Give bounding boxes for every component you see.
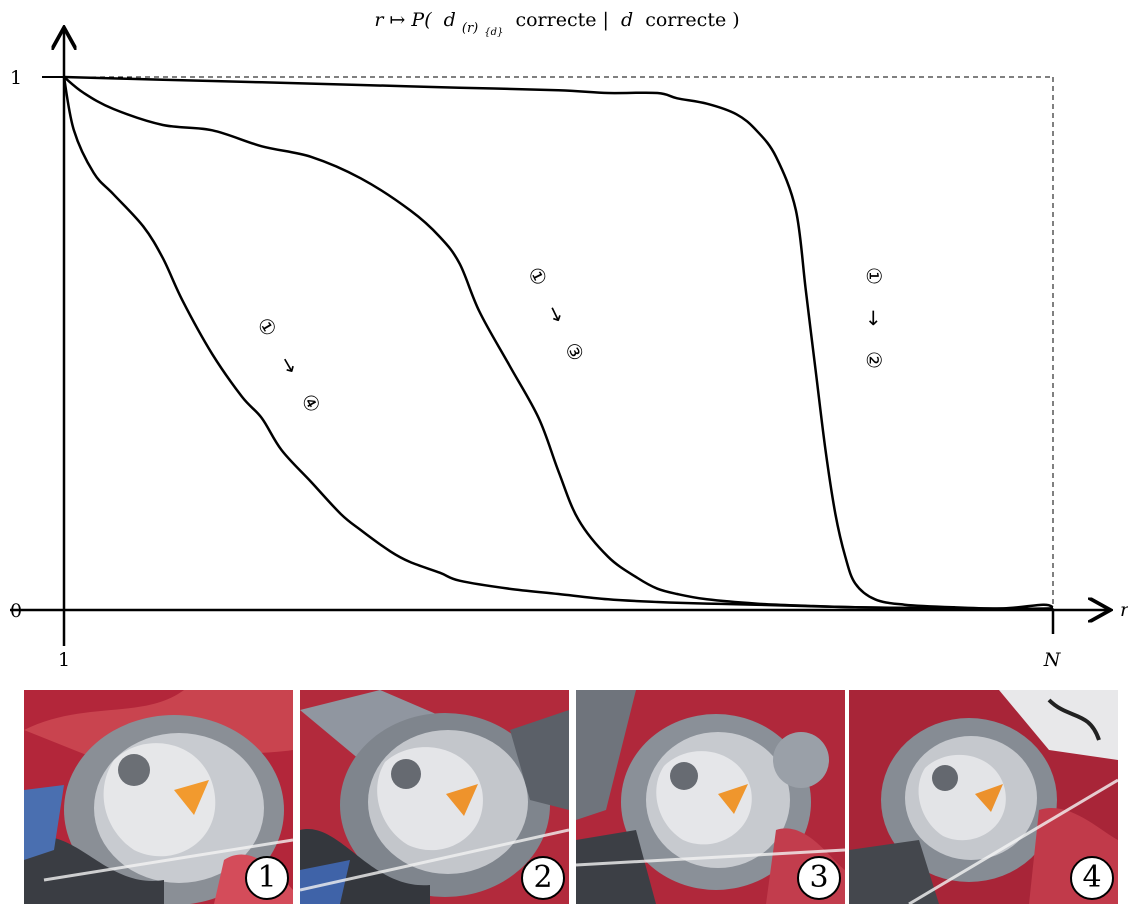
- title-sub-d: {d}: [484, 27, 503, 38]
- series-label-1-to-4-arrow: →: [274, 352, 303, 379]
- title-mid: correcte |: [515, 9, 608, 31]
- series-1-to-4-line: [62, 76, 1054, 611]
- thumbnail-4: 4: [849, 690, 1118, 904]
- graffiti-photo-2: [300, 690, 569, 904]
- thumbnail-3: 3: [576, 690, 845, 904]
- series-label-1-to-3-to: ③: [560, 338, 589, 365]
- series-label-1-to-4-to: ④: [296, 389, 326, 417]
- series-label-1-to-2-arrow: →: [862, 310, 886, 327]
- title-end: correcte ): [645, 9, 739, 31]
- title-d: d: [444, 9, 456, 31]
- thumbnail-2-number: 2: [521, 856, 565, 900]
- thumbnail-1: 1: [24, 690, 293, 904]
- title-sub-r: (r): [462, 21, 478, 36]
- series-1-to-3-line: [63, 76, 1054, 611]
- x-tick-label-1: 1: [58, 649, 70, 671]
- x-axis-label: r: [1120, 599, 1128, 621]
- series-label-1-to-4-from: ①: [252, 313, 282, 341]
- series-label-1-to-4: ① → ④: [252, 313, 326, 417]
- thumbnail-3-number: 3: [797, 856, 841, 900]
- series-label-1-to-2-from: ①: [862, 267, 886, 285]
- thumbnail-4-number: 4: [1070, 856, 1114, 900]
- series-label-1-to-3-from: ①: [523, 263, 552, 290]
- chart: r ↦ P( d (r) {d} correcte | d correcte )…: [10, 9, 1128, 671]
- chart-title: r ↦ P( d (r) {d} correcte | d correcte ): [374, 9, 739, 40]
- series-label-1-to-3-arrow: →: [542, 301, 571, 327]
- series-1-to-2-line: [63, 75, 1054, 610]
- thumbnail-strip: 1 2: [24, 690, 1118, 904]
- thumbnail-1-number: 1: [245, 856, 289, 900]
- title-d2: d: [621, 9, 633, 31]
- x-tick-label-n: N: [1043, 649, 1062, 671]
- series-label-1-to-2-to: ②: [862, 351, 886, 369]
- y-tick-label-1: 1: [10, 67, 22, 89]
- series-label-1-to-3: ① → ③: [523, 263, 589, 365]
- y-tick-label-0: 0: [10, 600, 22, 622]
- graffiti-photo-1: [24, 690, 293, 904]
- title-map: r ↦ P(: [374, 9, 432, 31]
- graffiti-photo-3: [576, 690, 845, 904]
- series-label-1-to-2: ① → ②: [862, 267, 886, 369]
- thumbnail-2: 2: [300, 690, 569, 904]
